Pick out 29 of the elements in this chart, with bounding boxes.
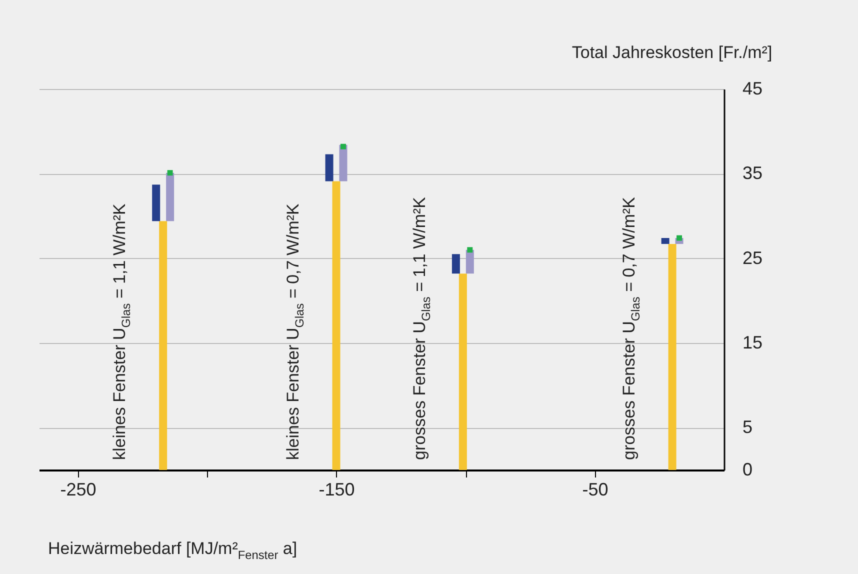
y-axis-title: Total Jahreskosten [Fr./m²] [572,43,772,62]
annotation: grosses Fenster UGlas = 0,7 W/m²K [619,196,642,460]
bar [159,221,168,470]
bar [166,172,174,222]
point [676,235,682,241]
point [340,144,346,150]
bar [668,244,676,470]
y-tick-label: 45 [742,78,763,98]
bar [452,254,460,274]
annotation: kleines Fenster UGlas = 1,1 W/m²K [110,202,134,460]
y-tick-label: 0 [742,460,753,480]
annotation: kleines Fenster UGlas = 0,7 W/m²K [283,202,306,460]
y-tick-label: 25 [742,248,763,268]
bar [458,274,467,470]
x-tick-label: -250 [60,480,96,500]
x-tick-label: -150 [318,480,355,500]
y-tick-label: 35 [742,163,763,184]
bar [661,238,670,244]
bar [325,154,334,182]
point [467,247,473,253]
bar [466,250,474,274]
bar [152,184,160,222]
point [167,170,173,176]
bar [332,181,340,470]
y-tick-label: 5 [742,417,753,438]
bar [339,144,348,182]
annotation: grosses Fenster UGlas = 1,1 W/m²K [410,196,434,460]
x-tick-label: -50 [582,480,608,500]
y-tick-label: 15 [742,332,763,352]
